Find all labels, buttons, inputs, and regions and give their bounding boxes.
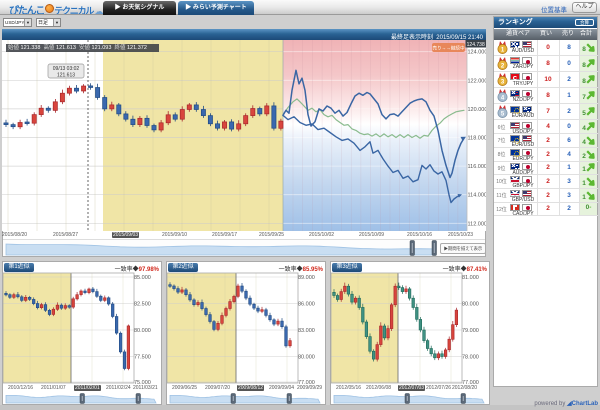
svg-text:売り→→継続中: 売り→→継続中 xyxy=(432,44,465,51)
svg-text:3: 3 xyxy=(501,79,505,85)
svg-text:1: 1 xyxy=(501,47,505,53)
svg-text:116.000: 116.000 xyxy=(468,164,487,170)
svg-text:121.613: 121.613 xyxy=(57,73,75,79)
svg-text:4: 4 xyxy=(501,95,505,101)
svg-text:124.738: 124.738 xyxy=(467,42,485,48)
svg-text:77.500: 77.500 xyxy=(134,355,151,361)
svg-text:2: 2 xyxy=(501,63,505,69)
svg-text:114.000: 114.000 xyxy=(468,193,487,199)
svg-text:86.000: 86.000 xyxy=(298,302,315,308)
svg-text:83.000: 83.000 xyxy=(298,328,315,334)
svg-text:80.000: 80.000 xyxy=(462,302,479,308)
svg-text:77.000: 77.000 xyxy=(298,380,315,384)
svg-text:78.000: 78.000 xyxy=(462,355,479,361)
svg-text:89.000: 89.000 xyxy=(298,275,315,281)
svg-text:75.000: 75.000 xyxy=(134,380,151,384)
svg-text:112.000: 112.000 xyxy=(468,221,487,227)
svg-text:81.000: 81.000 xyxy=(462,275,479,281)
svg-text:85.000: 85.000 xyxy=(134,275,151,281)
svg-text:80.000: 80.000 xyxy=(134,328,151,334)
svg-text:79.000: 79.000 xyxy=(462,328,479,334)
svg-text:5: 5 xyxy=(501,112,505,118)
svg-text:124.000: 124.000 xyxy=(468,50,487,56)
svg-text:120.000: 120.000 xyxy=(468,107,487,113)
svg-text:09/13 03:02: 09/13 03:02 xyxy=(53,66,80,72)
svg-text:122.000: 122.000 xyxy=(468,78,487,84)
svg-text:118.000: 118.000 xyxy=(468,136,487,142)
svg-text:77.000: 77.000 xyxy=(462,380,479,384)
svg-text:80.000: 80.000 xyxy=(298,355,315,361)
svg-text:82.500: 82.500 xyxy=(134,302,151,308)
